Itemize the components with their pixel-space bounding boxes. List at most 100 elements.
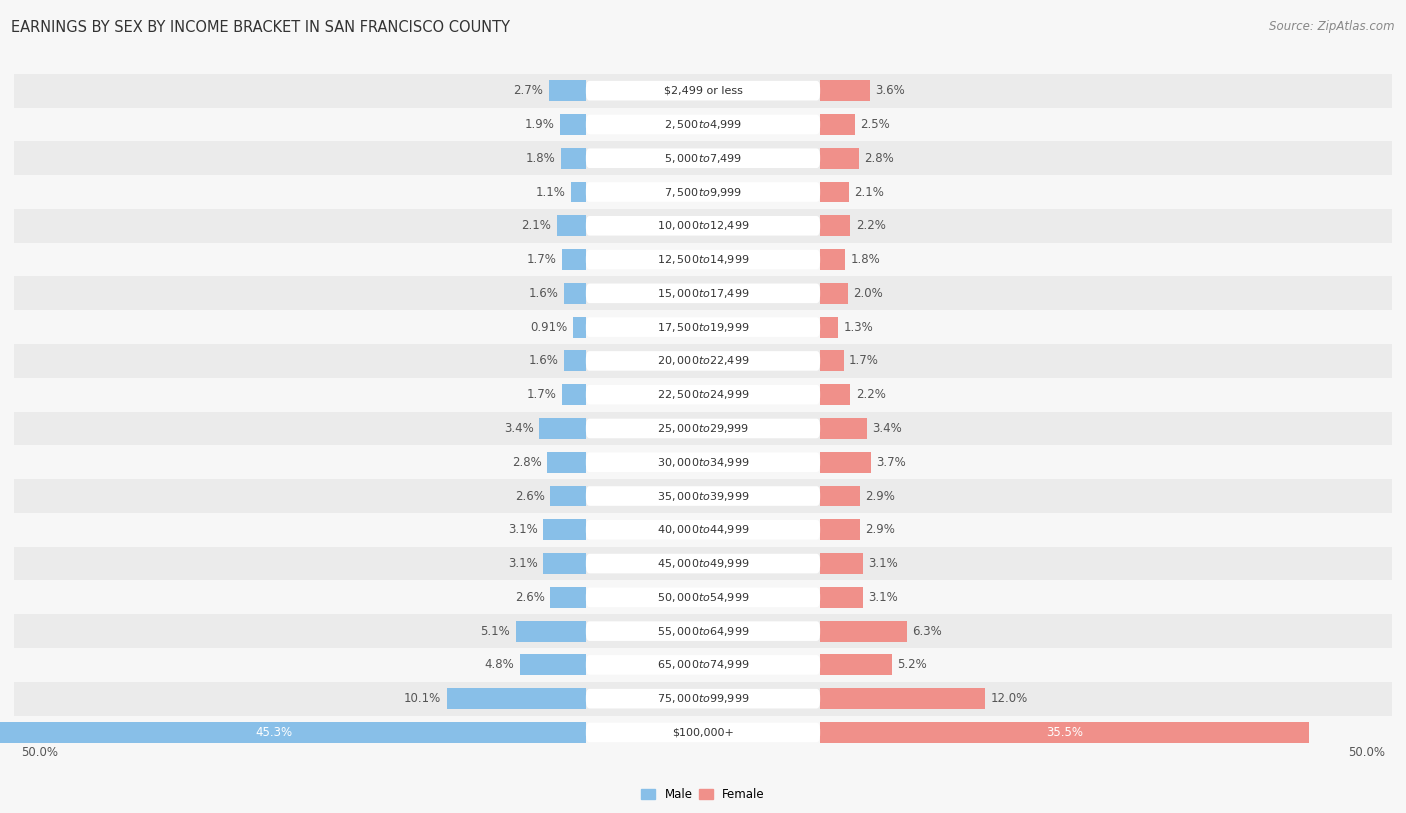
Text: $7,500 to $9,999: $7,500 to $9,999 xyxy=(664,185,742,198)
FancyBboxPatch shape xyxy=(586,621,820,641)
Text: EARNINGS BY SEX BY INCOME BRACKET IN SAN FRANCISCO COUNTY: EARNINGS BY SEX BY INCOME BRACKET IN SAN… xyxy=(11,20,510,35)
Text: 1.6%: 1.6% xyxy=(529,287,558,300)
Bar xyxy=(820,350,844,372)
Text: $25,000 to $29,999: $25,000 to $29,999 xyxy=(657,422,749,435)
Bar xyxy=(560,114,586,135)
Bar xyxy=(14,243,1392,276)
Bar xyxy=(820,620,907,641)
Bar xyxy=(820,418,868,439)
Bar xyxy=(14,344,1392,378)
Text: $20,000 to $22,499: $20,000 to $22,499 xyxy=(657,354,749,367)
Text: 1.7%: 1.7% xyxy=(527,253,557,266)
Bar xyxy=(820,485,860,506)
FancyBboxPatch shape xyxy=(586,554,820,573)
Text: 3.7%: 3.7% xyxy=(876,456,907,469)
Bar xyxy=(14,615,1392,648)
Text: $35,000 to $39,999: $35,000 to $39,999 xyxy=(657,489,749,502)
FancyBboxPatch shape xyxy=(586,689,820,708)
FancyBboxPatch shape xyxy=(586,250,820,269)
Text: 1.1%: 1.1% xyxy=(536,185,565,198)
Bar xyxy=(447,688,586,709)
Text: $22,500 to $24,999: $22,500 to $24,999 xyxy=(657,388,749,401)
Text: $15,000 to $17,499: $15,000 to $17,499 xyxy=(657,287,749,300)
Text: 2.5%: 2.5% xyxy=(860,118,890,131)
Text: 3.4%: 3.4% xyxy=(873,422,903,435)
Text: 2.1%: 2.1% xyxy=(522,220,551,233)
Text: 2.9%: 2.9% xyxy=(866,489,896,502)
Text: 0.91%: 0.91% xyxy=(530,320,568,333)
Text: 2.2%: 2.2% xyxy=(856,388,886,401)
FancyBboxPatch shape xyxy=(586,588,820,607)
FancyBboxPatch shape xyxy=(586,486,820,506)
FancyBboxPatch shape xyxy=(586,520,820,540)
Text: 1.8%: 1.8% xyxy=(526,152,555,165)
Bar xyxy=(0,722,586,743)
Text: 5.1%: 5.1% xyxy=(481,624,510,637)
Text: 1.8%: 1.8% xyxy=(851,253,880,266)
Bar xyxy=(820,688,986,709)
Text: 12.0%: 12.0% xyxy=(991,692,1028,705)
FancyBboxPatch shape xyxy=(586,80,820,101)
FancyBboxPatch shape xyxy=(586,385,820,405)
Bar xyxy=(564,350,586,372)
Bar xyxy=(14,715,1392,750)
Text: 1.7%: 1.7% xyxy=(849,354,879,367)
Bar xyxy=(820,215,851,237)
FancyBboxPatch shape xyxy=(586,655,820,675)
FancyBboxPatch shape xyxy=(586,284,820,303)
Text: $10,000 to $12,499: $10,000 to $12,499 xyxy=(657,220,749,233)
Bar xyxy=(564,283,586,304)
Text: 2.8%: 2.8% xyxy=(865,152,894,165)
FancyBboxPatch shape xyxy=(586,317,820,337)
Bar xyxy=(548,80,586,101)
Text: 5.2%: 5.2% xyxy=(897,659,927,672)
FancyBboxPatch shape xyxy=(586,115,820,134)
Bar xyxy=(820,654,891,676)
Bar xyxy=(571,181,586,202)
Bar xyxy=(820,520,860,541)
Bar xyxy=(520,654,586,676)
Bar xyxy=(516,620,586,641)
Text: 2.8%: 2.8% xyxy=(512,456,541,469)
Bar xyxy=(820,553,863,574)
Text: 6.3%: 6.3% xyxy=(912,624,942,637)
Bar xyxy=(14,648,1392,682)
Bar xyxy=(14,209,1392,243)
Text: $75,000 to $99,999: $75,000 to $99,999 xyxy=(657,692,749,705)
Text: 2.1%: 2.1% xyxy=(855,185,884,198)
Text: $30,000 to $34,999: $30,000 to $34,999 xyxy=(657,456,749,469)
Text: 3.4%: 3.4% xyxy=(503,422,533,435)
Bar xyxy=(820,114,855,135)
Text: 10.1%: 10.1% xyxy=(404,692,441,705)
Bar xyxy=(562,249,586,270)
Text: 2.0%: 2.0% xyxy=(853,287,883,300)
Bar xyxy=(14,580,1392,615)
Bar xyxy=(820,80,870,101)
Text: 50.0%: 50.0% xyxy=(1348,746,1385,759)
Text: 2.2%: 2.2% xyxy=(856,220,886,233)
Text: 35.5%: 35.5% xyxy=(1046,726,1083,739)
Bar xyxy=(820,181,849,202)
Text: 3.1%: 3.1% xyxy=(508,557,537,570)
Bar xyxy=(14,276,1392,311)
FancyBboxPatch shape xyxy=(586,351,820,371)
Text: 3.6%: 3.6% xyxy=(875,85,905,98)
FancyBboxPatch shape xyxy=(586,419,820,438)
Text: $55,000 to $64,999: $55,000 to $64,999 xyxy=(657,624,749,637)
Bar xyxy=(14,311,1392,344)
Bar xyxy=(820,316,838,337)
Text: 3.1%: 3.1% xyxy=(508,524,537,537)
Text: 1.6%: 1.6% xyxy=(529,354,558,367)
Text: 4.8%: 4.8% xyxy=(485,659,515,672)
Text: 45.3%: 45.3% xyxy=(256,726,292,739)
Bar xyxy=(14,175,1392,209)
Bar xyxy=(820,249,845,270)
FancyBboxPatch shape xyxy=(586,216,820,236)
FancyBboxPatch shape xyxy=(586,182,820,202)
Text: 3.1%: 3.1% xyxy=(869,591,898,604)
Bar xyxy=(14,411,1392,446)
Bar xyxy=(561,148,586,169)
Bar xyxy=(14,513,1392,546)
Text: 1.7%: 1.7% xyxy=(527,388,557,401)
Text: 1.9%: 1.9% xyxy=(524,118,554,131)
